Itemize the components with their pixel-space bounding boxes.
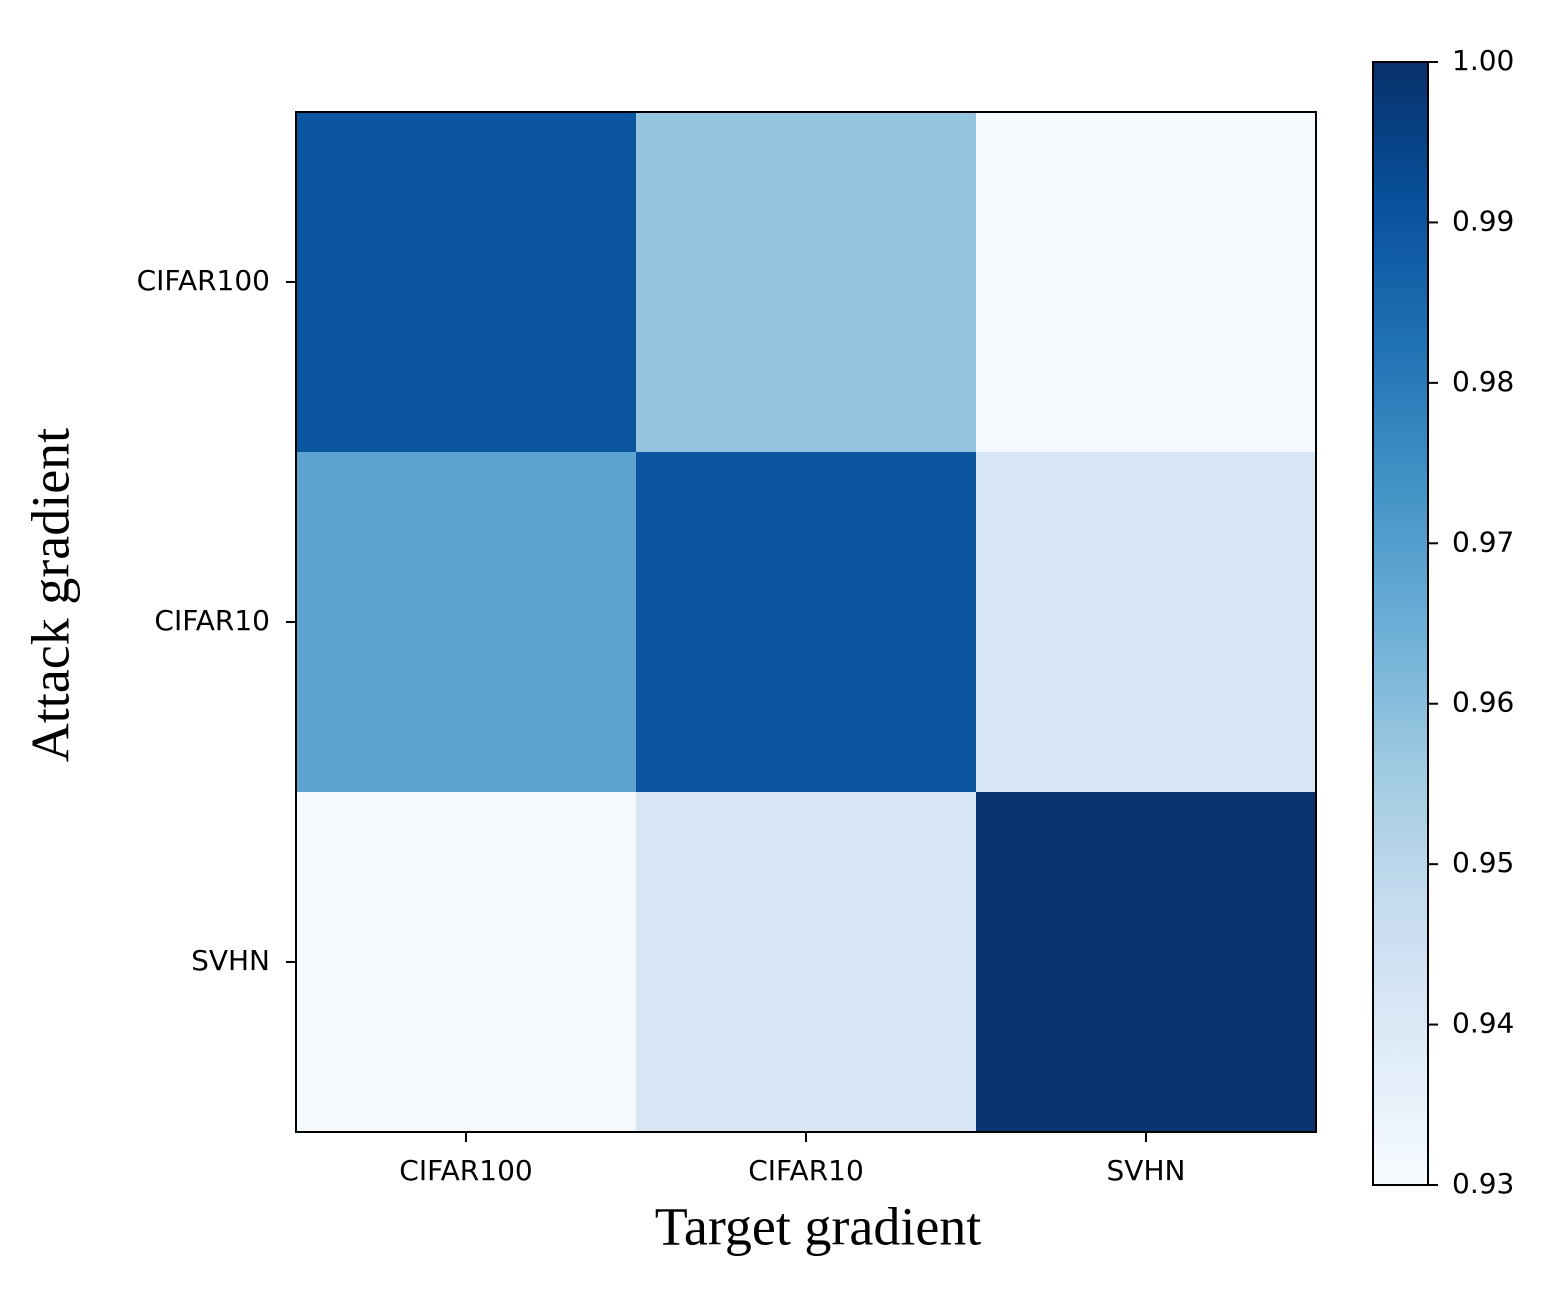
heatmap-cell — [296, 792, 637, 1133]
heatmap-cell — [636, 112, 977, 453]
colorbar-tick-label: 0.97 — [1452, 525, 1514, 558]
colorbar-tick-label: 1.00 — [1452, 44, 1514, 77]
colorbar-tick-label: 0.96 — [1452, 686, 1514, 719]
heatmap-cell — [976, 112, 1317, 453]
colorbar-tick-label: 0.93 — [1452, 1167, 1514, 1200]
heatmap-cell — [296, 112, 637, 453]
colorbar-tick-label: 0.99 — [1452, 204, 1514, 237]
colorbar-tick-label: 0.98 — [1452, 365, 1514, 398]
heatmap-cell — [636, 792, 977, 1133]
x-axis-label: Target gradient — [655, 1196, 982, 1256]
heatmap-cell — [296, 452, 637, 793]
x-tick-label: SVHN — [1107, 1154, 1186, 1187]
y-axis-label: Attack gradient — [20, 428, 80, 762]
y-tick-label: SVHN — [191, 944, 270, 977]
heatmap-cell — [976, 452, 1317, 793]
y-tick-label: CIFAR10 — [154, 604, 270, 637]
x-tick-label: CIFAR10 — [748, 1154, 864, 1187]
heatmap-cell — [976, 792, 1317, 1133]
y-tick-label: CIFAR100 — [137, 264, 270, 297]
heatmap-cell — [636, 452, 977, 793]
colorbar-tick-label: 0.95 — [1452, 846, 1514, 879]
x-tick-label: CIFAR100 — [399, 1154, 532, 1187]
colorbar-tick-label: 0.94 — [1452, 1007, 1514, 1040]
colorbar — [1372, 61, 1429, 1186]
